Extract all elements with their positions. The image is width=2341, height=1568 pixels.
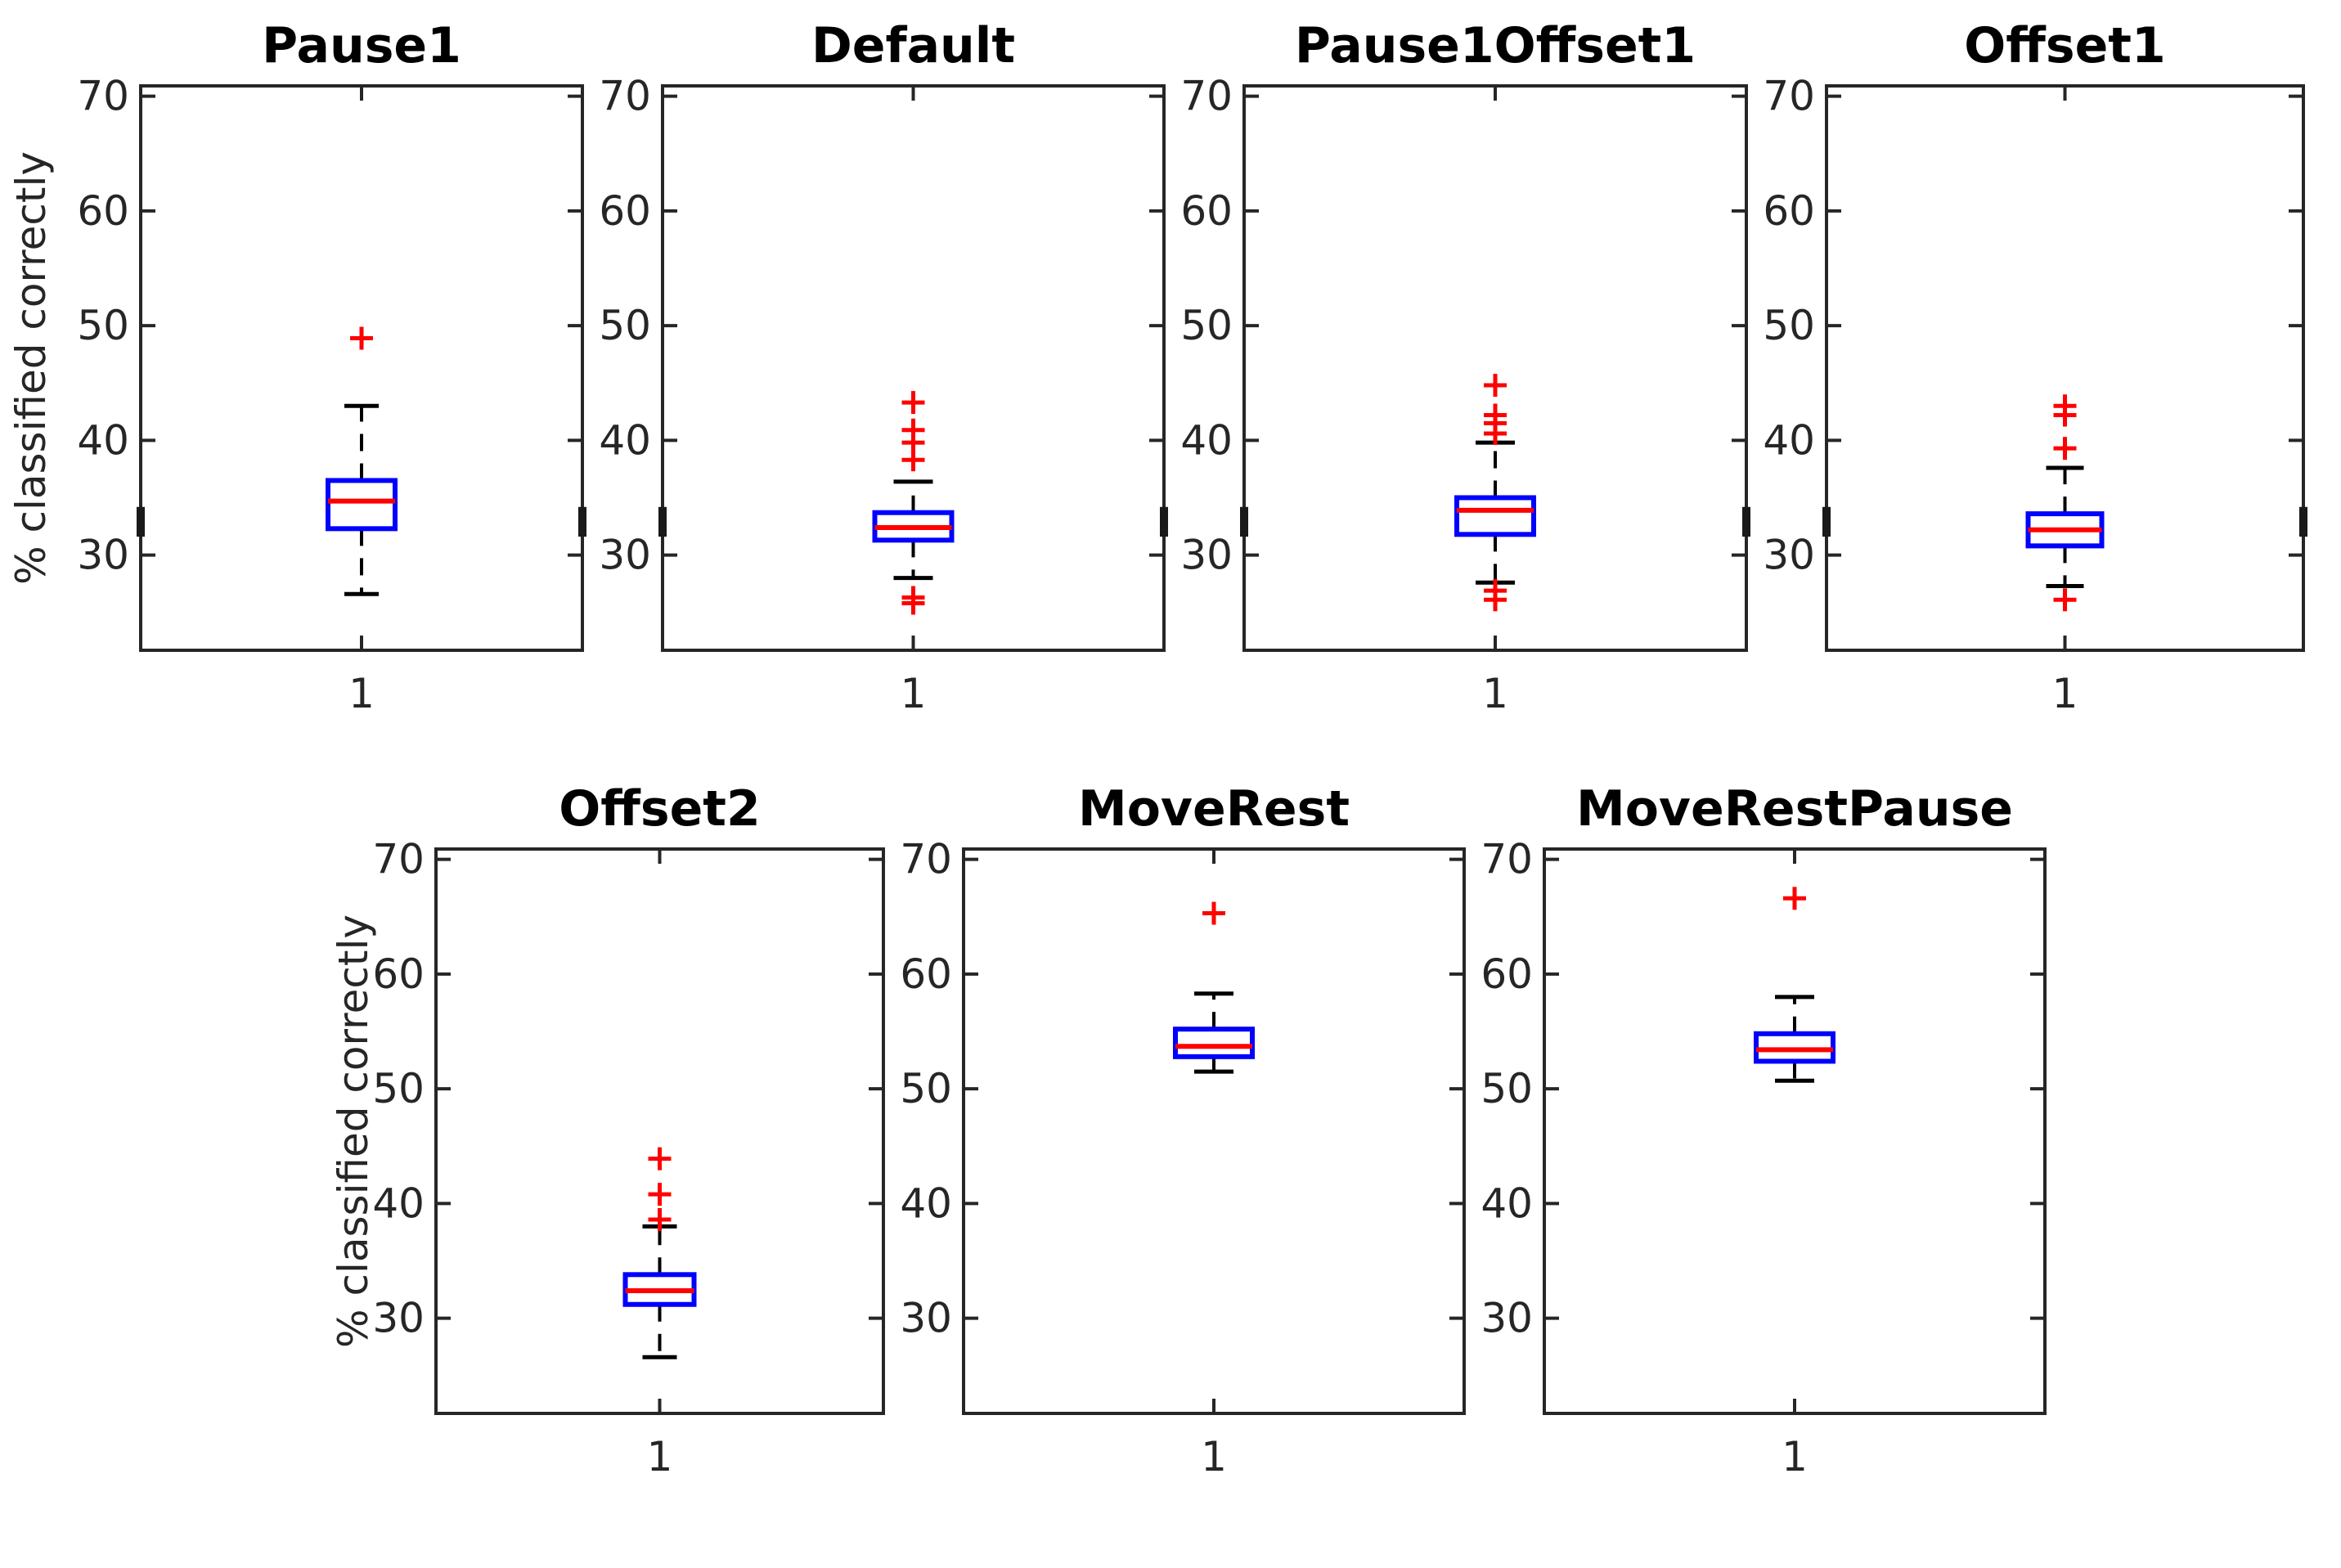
- panel-title: MoveRest: [1078, 780, 1350, 838]
- y-tick-label: 50: [77, 302, 129, 349]
- panel-title: Offset1: [1964, 17, 2165, 74]
- panel-title: Offset2: [559, 780, 760, 838]
- y-tick-label: 70: [599, 73, 651, 120]
- x-tick-label: 1: [2052, 670, 2078, 717]
- y-tick-label: 50: [1763, 302, 1815, 349]
- y-tick-label: 70: [900, 836, 952, 883]
- y-tick-label: 60: [900, 950, 952, 998]
- y-tick-label: 60: [1180, 187, 1233, 235]
- y-tick-label: 50: [900, 1065, 952, 1112]
- x-tick-label: 1: [1782, 1433, 1808, 1480]
- y-tick-label: 70: [1763, 73, 1815, 120]
- x-tick-label: 1: [647, 1433, 673, 1480]
- y-tick-label: 40: [599, 416, 651, 464]
- y-tick-label: 70: [1481, 836, 1533, 883]
- y-tick-label: 40: [1481, 1179, 1533, 1227]
- y-tick-label: 40: [77, 416, 129, 464]
- y-axis-label: % classified correctly: [7, 151, 55, 585]
- iqr-box: [1454, 495, 1536, 537]
- x-tick-label: 1: [1482, 670, 1508, 717]
- y-tick-label: 70: [77, 73, 129, 120]
- y-tick-label: 50: [1180, 302, 1233, 349]
- y-tick-label: 30: [1180, 532, 1233, 579]
- y-tick-label: 40: [372, 1179, 425, 1227]
- panel-title: Pause1Offset1: [1295, 17, 1696, 74]
- y-tick-label: 60: [599, 187, 651, 235]
- panel-title: Default: [811, 17, 1015, 74]
- y-tick-label: 60: [77, 187, 129, 235]
- x-tick-label: 1: [348, 670, 375, 717]
- x-tick-label: 1: [901, 670, 927, 717]
- y-tick-label: 50: [599, 302, 651, 349]
- y-tick-label: 30: [900, 1295, 952, 1342]
- y-axis-label: % classified correctly: [330, 914, 377, 1348]
- y-tick-label: 30: [1763, 532, 1815, 579]
- y-tick-label: 40: [1763, 416, 1815, 464]
- y-tick-label: 40: [1180, 416, 1233, 464]
- iqr-box: [326, 478, 398, 532]
- y-tick-label: 50: [372, 1065, 425, 1112]
- y-tick-label: 70: [372, 836, 425, 883]
- panel-title: MoveRestPause: [1576, 780, 2013, 838]
- panel-title: Pause1: [262, 17, 461, 74]
- iqr-box: [1173, 1027, 1255, 1059]
- y-tick-label: 60: [372, 950, 425, 998]
- y-tick-label: 60: [1763, 187, 1815, 235]
- y-tick-label: 40: [900, 1179, 952, 1227]
- y-tick-label: 50: [1481, 1065, 1533, 1112]
- y-tick-label: 30: [599, 532, 651, 579]
- y-tick-label: 30: [1481, 1295, 1533, 1342]
- y-tick-label: 30: [372, 1295, 425, 1342]
- y-tick-label: 70: [1180, 73, 1233, 120]
- y-tick-label: 30: [77, 532, 129, 579]
- x-tick-label: 1: [1201, 1433, 1227, 1480]
- y-tick-label: 60: [1481, 950, 1533, 998]
